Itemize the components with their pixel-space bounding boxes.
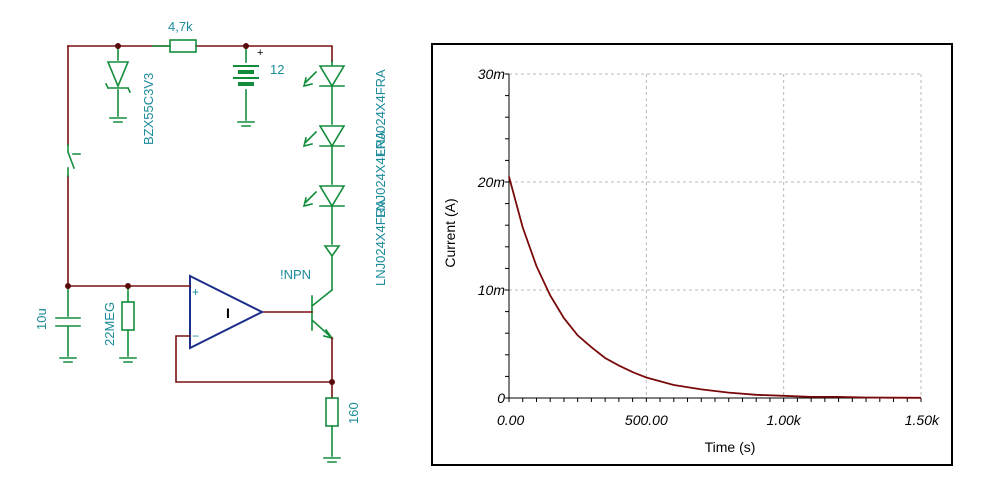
battery-label: 12 <box>270 62 284 77</box>
led-label-overlap-2: LNJ024X4FRA <box>373 69 388 156</box>
switch <box>66 144 81 177</box>
wire-feedback <box>175 335 333 383</box>
chart-grid <box>509 73 922 398</box>
resistor-top <box>169 39 197 53</box>
chart-ticks: 0.00 500.00 1.00k 1.50k 0 10m 20m 30m <box>477 66 940 428</box>
resistor-mid-label: 22MEG <box>102 302 117 346</box>
chart-series <box>508 176 922 399</box>
x-tick-label: 1.00k <box>767 412 802 428</box>
y-axis-label: Current (A) <box>442 198 458 267</box>
opamp-mark-label: I <box>226 305 230 321</box>
opamp-minus-label: − <box>192 329 199 343</box>
x-tick-label: 500.00 <box>625 412 668 428</box>
chart-axes <box>508 74 921 399</box>
y-tick-label: 30m <box>478 66 506 82</box>
op-amp <box>189 274 265 350</box>
wire-top <box>67 45 333 63</box>
led-string <box>302 61 346 291</box>
y-tick-label: 20m <box>477 174 506 190</box>
resistor-bottom <box>323 397 341 463</box>
junction-dots <box>65 43 335 385</box>
x-tick-label: 1.50k <box>905 412 940 428</box>
x-tick-label: 0.00 <box>497 412 524 428</box>
battery <box>233 45 259 127</box>
current-series-line <box>508 176 922 399</box>
opamp-plus-label: + <box>192 285 199 299</box>
led-label-overlap-1: LNJ024X4FRA <box>373 131 388 218</box>
capacitor-label: 10u <box>34 308 49 330</box>
resistor-top-label: 4,7k <box>168 19 193 34</box>
zener-label: BZX55C3V3 <box>141 73 156 145</box>
resistor-mid <box>119 285 137 363</box>
zener-diode <box>104 45 132 123</box>
x-axis-label: Time (s) <box>705 439 756 455</box>
y-tick-label: 10m <box>478 282 506 298</box>
npn-transistor <box>310 288 334 340</box>
circuit-schematic: 4,7k BZX55C3V3 12 + LNJ024X4FRA LNJ024X4… <box>34 19 388 463</box>
capacitor <box>55 285 81 363</box>
battery-plus-label: + <box>257 47 263 59</box>
transistor-label: !NPN <box>280 267 311 282</box>
chart-panel: 0.00 500.00 1.00k 1.50k 0 10m 20m 30m Time (s) … <box>431 43 953 466</box>
led-label: LNJ024X4FRA <box>373 199 388 286</box>
resistor-bottom-label: 160 <box>346 402 361 424</box>
y-tick-label: 0 <box>497 390 505 406</box>
